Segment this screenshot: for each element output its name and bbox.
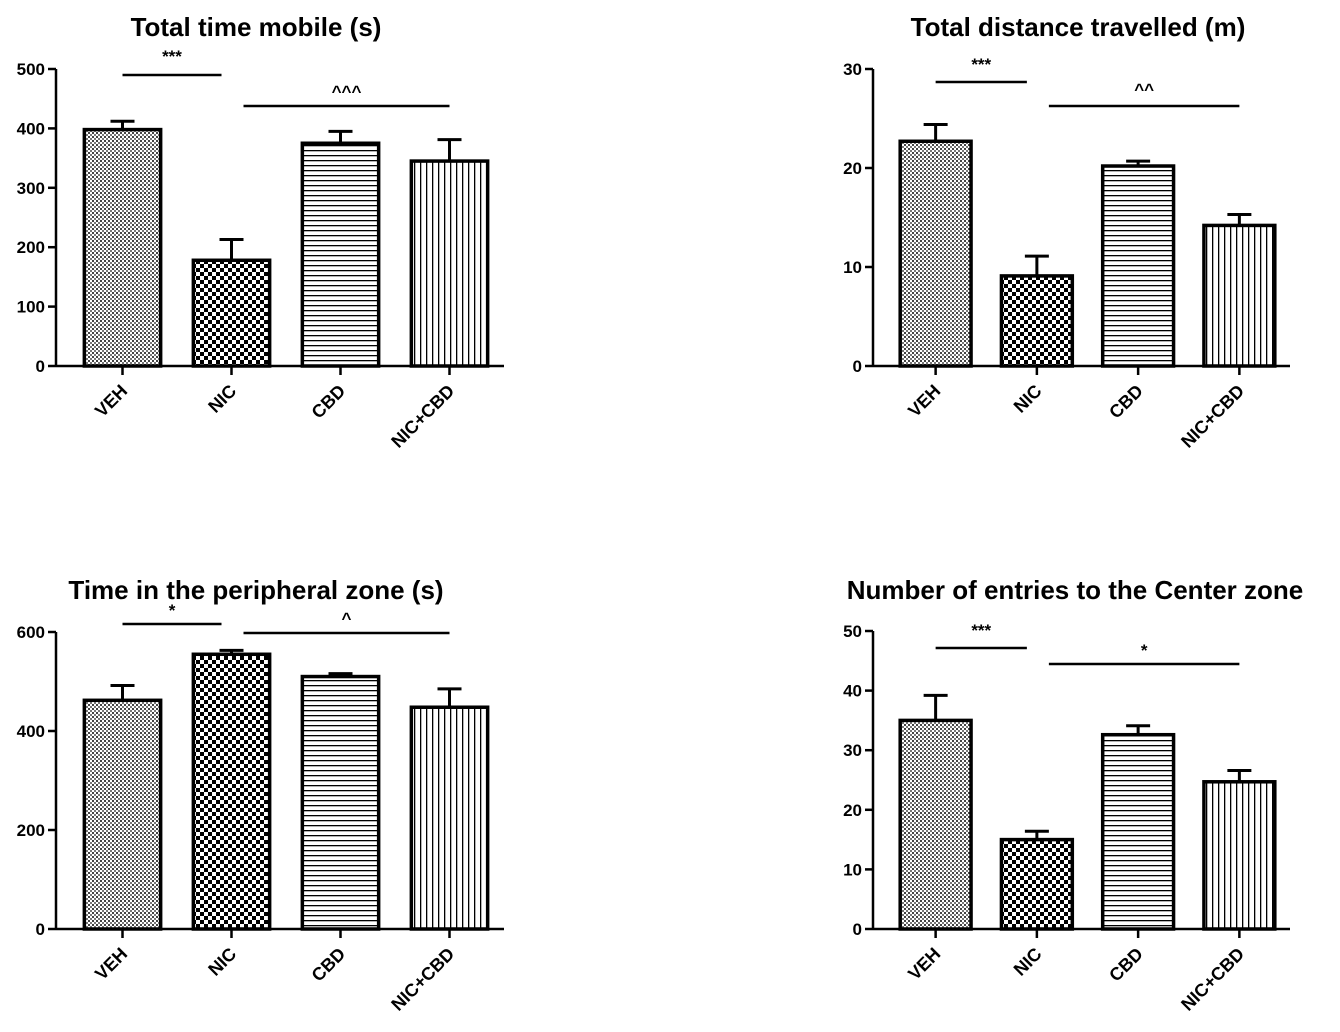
y-tick-label: 300 bbox=[17, 179, 45, 198]
x-tick-label: CBD bbox=[1105, 381, 1147, 423]
chart-panel-1: Total time mobile (s) 0 100 200 300 400 500 VEH… bbox=[17, 12, 504, 452]
chart-panel-2: Total distance travelled (m) 0 10 20 30 VEH NI… bbox=[843, 12, 1290, 452]
y-tick-label: 10 bbox=[843, 258, 862, 277]
bar-nic bbox=[191, 258, 272, 368]
y-tick-label: 40 bbox=[843, 682, 862, 701]
bar-cbd bbox=[300, 141, 381, 368]
y-tick-label: 0 bbox=[36, 920, 45, 939]
bar-cbd bbox=[1100, 732, 1176, 931]
y-tick-label: 30 bbox=[843, 741, 862, 760]
y-tick-label: 400 bbox=[17, 722, 45, 741]
bar-veh bbox=[898, 139, 973, 368]
bar-veh bbox=[82, 127, 163, 368]
x-tick-label: CBD bbox=[1105, 944, 1147, 986]
y-tick-label: 20 bbox=[843, 159, 862, 178]
chart-title: Number of entries to the Center zone bbox=[847, 575, 1304, 605]
x-tick-label: NIC bbox=[204, 381, 240, 417]
chart-title: Time in the peripheral zone (s) bbox=[68, 575, 443, 605]
y-tick-label: 100 bbox=[17, 298, 45, 317]
significance-label: ^^ bbox=[1134, 80, 1154, 99]
x-tick-label: NIC bbox=[1010, 944, 1046, 980]
y-tick-label: 30 bbox=[843, 60, 862, 79]
x-tick-label: VEH bbox=[91, 381, 131, 421]
x-tick-label: NIC+CBD bbox=[1177, 381, 1248, 452]
significance-label: * bbox=[169, 601, 176, 620]
x-tick-label: NIC bbox=[1010, 381, 1046, 417]
y-tick-label: 600 bbox=[17, 623, 45, 642]
x-tick-label: VEH bbox=[904, 944, 944, 984]
y-tick-label: 20 bbox=[843, 801, 862, 820]
y-tick-label: 0 bbox=[36, 357, 45, 376]
y-tick-label: 0 bbox=[853, 920, 862, 939]
chart-title: Total time mobile (s) bbox=[131, 12, 382, 42]
bar-nic-cbd bbox=[1202, 223, 1277, 368]
significance-label: *** bbox=[162, 47, 182, 66]
x-tick-label: NIC+CBD bbox=[1177, 944, 1248, 1015]
y-tick-label: 50 bbox=[843, 622, 862, 641]
bar-veh bbox=[82, 698, 163, 931]
bar-nic bbox=[999, 274, 1075, 368]
bar-nic bbox=[191, 652, 272, 931]
significance-label: ^^^ bbox=[332, 82, 362, 101]
bar-nic-cbd bbox=[409, 159, 490, 368]
bar-cbd bbox=[300, 674, 381, 931]
y-tick-label: 200 bbox=[17, 821, 45, 840]
chart-title: Total distance travelled (m) bbox=[911, 12, 1246, 42]
significance-label: *** bbox=[971, 621, 991, 640]
y-tick-label: 0 bbox=[853, 357, 862, 376]
bar-nic-cbd bbox=[1202, 780, 1277, 931]
x-tick-label: NIC+CBD bbox=[387, 381, 458, 452]
bar-cbd bbox=[1100, 164, 1176, 368]
chart-panel-3: Time in the peripheral zone (s) 0 200 400 60… bbox=[17, 575, 504, 1015]
significance-label: ^ bbox=[342, 609, 352, 628]
x-tick-label: CBD bbox=[308, 944, 350, 986]
y-tick-label: 500 bbox=[17, 60, 45, 79]
chart-panel-4: Number of entries to the Center zone 0 10 2… bbox=[843, 575, 1303, 1015]
x-tick-label: CBD bbox=[308, 381, 350, 423]
significance-label: * bbox=[1141, 641, 1148, 660]
bar-nic bbox=[999, 837, 1075, 931]
x-tick-label: VEH bbox=[904, 381, 944, 421]
x-tick-label: NIC bbox=[204, 944, 240, 980]
bar-nic-cbd bbox=[409, 705, 490, 931]
y-tick-label: 200 bbox=[17, 238, 45, 257]
x-tick-label: NIC+CBD bbox=[387, 944, 458, 1015]
y-tick-label: 10 bbox=[843, 860, 862, 879]
significance-label: *** bbox=[971, 55, 991, 74]
x-tick-label: VEH bbox=[91, 944, 131, 984]
y-tick-label: 400 bbox=[17, 119, 45, 138]
bar-veh bbox=[898, 718, 973, 931]
